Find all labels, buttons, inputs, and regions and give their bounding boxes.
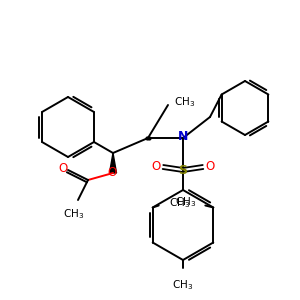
Text: CH$_3$: CH$_3$ [174, 95, 195, 109]
Text: O: O [107, 167, 117, 179]
Text: CH$_3$: CH$_3$ [175, 196, 196, 209]
Text: N: N [178, 130, 188, 143]
Polygon shape [110, 153, 116, 173]
Text: S: S [178, 164, 188, 176]
Text: O: O [152, 160, 160, 173]
Text: CH$_3$: CH$_3$ [172, 278, 194, 292]
Text: O: O [206, 160, 214, 173]
Text: CH$_3$: CH$_3$ [169, 196, 190, 210]
Text: O: O [58, 161, 68, 175]
Text: CH$_3$: CH$_3$ [63, 207, 85, 221]
